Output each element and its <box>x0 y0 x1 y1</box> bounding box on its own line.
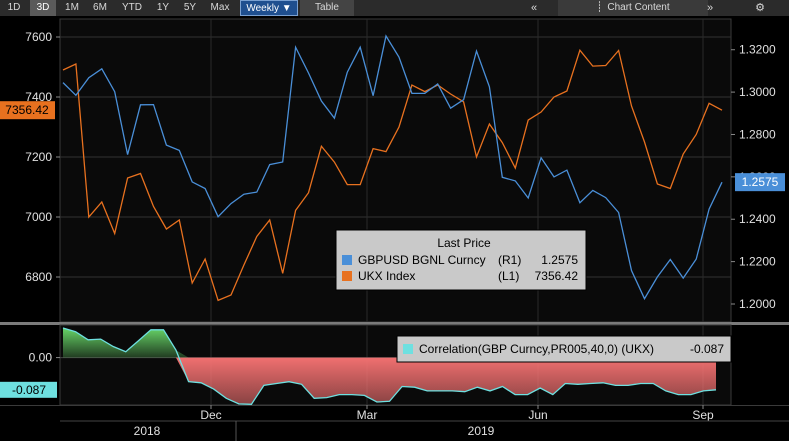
correlation-last-value-tag-bg <box>0 381 57 398</box>
right-axis-label: 1.3200 <box>739 43 776 57</box>
legend-swatch <box>342 255 352 265</box>
x-month-label: Jun <box>528 408 547 422</box>
period-dropdown[interactable]: Weekly ▼ <box>240 0 298 16</box>
left-axis-label: 7000 <box>25 210 52 224</box>
legend-swatch <box>342 271 352 281</box>
axis-separator <box>0 405 789 406</box>
gear-icon[interactable]: ⚙ <box>755 2 765 14</box>
correlation-legend-name: Correlation(GBP Curncy,PR005,40,0) (UKX) <box>419 342 654 356</box>
range-max-button[interactable]: Max <box>210 2 230 13</box>
right-axis-label: 1.2200 <box>739 255 776 269</box>
x-month-label: Dec <box>200 408 221 422</box>
range-1m-button[interactable]: 1M <box>65 2 79 13</box>
legend-entry-last: 1.2575 <box>541 253 578 267</box>
price-legend-box <box>335 229 587 291</box>
right-axis-label: 1.2400 <box>739 212 776 226</box>
correlation-legend-swatch <box>403 344 413 354</box>
correlation-last-value-tag: -0.087 <box>12 383 46 397</box>
x-year-label: 2018 <box>134 424 161 438</box>
price-chart-panel: 6800 7000 7200 7400 7600 1.2000 1.2200 1.2400 1.… <box>0 18 789 325</box>
legend-entry-last: 7356.42 <box>535 269 579 283</box>
chart-content-label: Chart Content <box>607 2 670 13</box>
legend-title: Last Price <box>437 236 491 250</box>
range-5y-button[interactable]: 5Y <box>183 2 197 13</box>
x-month-label: Mar <box>357 408 378 422</box>
ukx-series-line <box>62 48 723 302</box>
correlation-series-line <box>62 327 717 405</box>
gbpusd-series-line <box>62 34 723 301</box>
range-6m-button[interactable]: 6M <box>93 2 107 13</box>
ukx-last-value-tag-bg <box>0 101 55 120</box>
left-axis-label: 7200 <box>25 150 52 164</box>
legend-entry-axis: (R1) <box>498 253 521 267</box>
range-ytd-button[interactable]: YTD <box>122 2 142 13</box>
panel-divider <box>0 322 789 325</box>
range-1y-button[interactable]: 1Y <box>156 2 170 13</box>
legend-entry-axis: (L1) <box>498 269 519 283</box>
table-button[interactable]: Table <box>300 0 354 16</box>
zero-axis-label: 0.00 <box>29 351 53 365</box>
collapse-left-icon[interactable]: « <box>530 2 538 14</box>
right-axis-label: 1.2000 <box>739 297 776 311</box>
left-axis-label: 6800 <box>25 270 52 284</box>
range-3d-button[interactable]: 3D <box>30 0 56 16</box>
correlation-panel: 0.00 -0.087 Correlation(GBP Curncy,PR005,4… <box>0 324 789 406</box>
chart-canvas: 6800 7000 7200 7400 7600 1.2000 1.2200 1.2400 1.… <box>0 16 789 441</box>
correlation-legend-box <box>396 335 732 363</box>
left-axis-label: 7600 <box>25 30 52 44</box>
chart-content-button[interactable]: ┊ Chart Content <box>558 0 708 16</box>
legend-entry-name: UKX Index <box>358 269 415 283</box>
correlation-legend-last: -0.087 <box>690 342 724 356</box>
range-1d-button[interactable]: 1D <box>7 2 21 13</box>
x-year-label: 2019 <box>468 424 495 438</box>
gbpusd-last-value-tag-bg <box>735 173 785 192</box>
positive-correlation-area <box>63 328 716 358</box>
right-axis-label: 1.3000 <box>739 85 776 99</box>
negative-correlation-area <box>63 357 716 405</box>
legend-entry-name: GBPUSD BGNL Curncy <box>358 253 486 267</box>
x-month-label: Sep <box>692 408 714 422</box>
ukx-last-value-tag: 7356.42 <box>5 103 49 117</box>
gbpusd-last-value-tag: 1.2575 <box>742 175 779 189</box>
chart-icon: ┊ <box>596 2 603 13</box>
right-axis-label: 1.2800 <box>739 127 776 141</box>
left-axis-label: 7400 <box>25 90 52 104</box>
x-axis: Dec Mar Jun Sep 2018 2019 <box>60 405 789 441</box>
expand-right-icon[interactable]: » <box>706 2 714 14</box>
chart-toolbar: 1D 3D 1M 6M YTD 1Y 5Y Max Weekly ▼ Table… <box>0 0 789 17</box>
